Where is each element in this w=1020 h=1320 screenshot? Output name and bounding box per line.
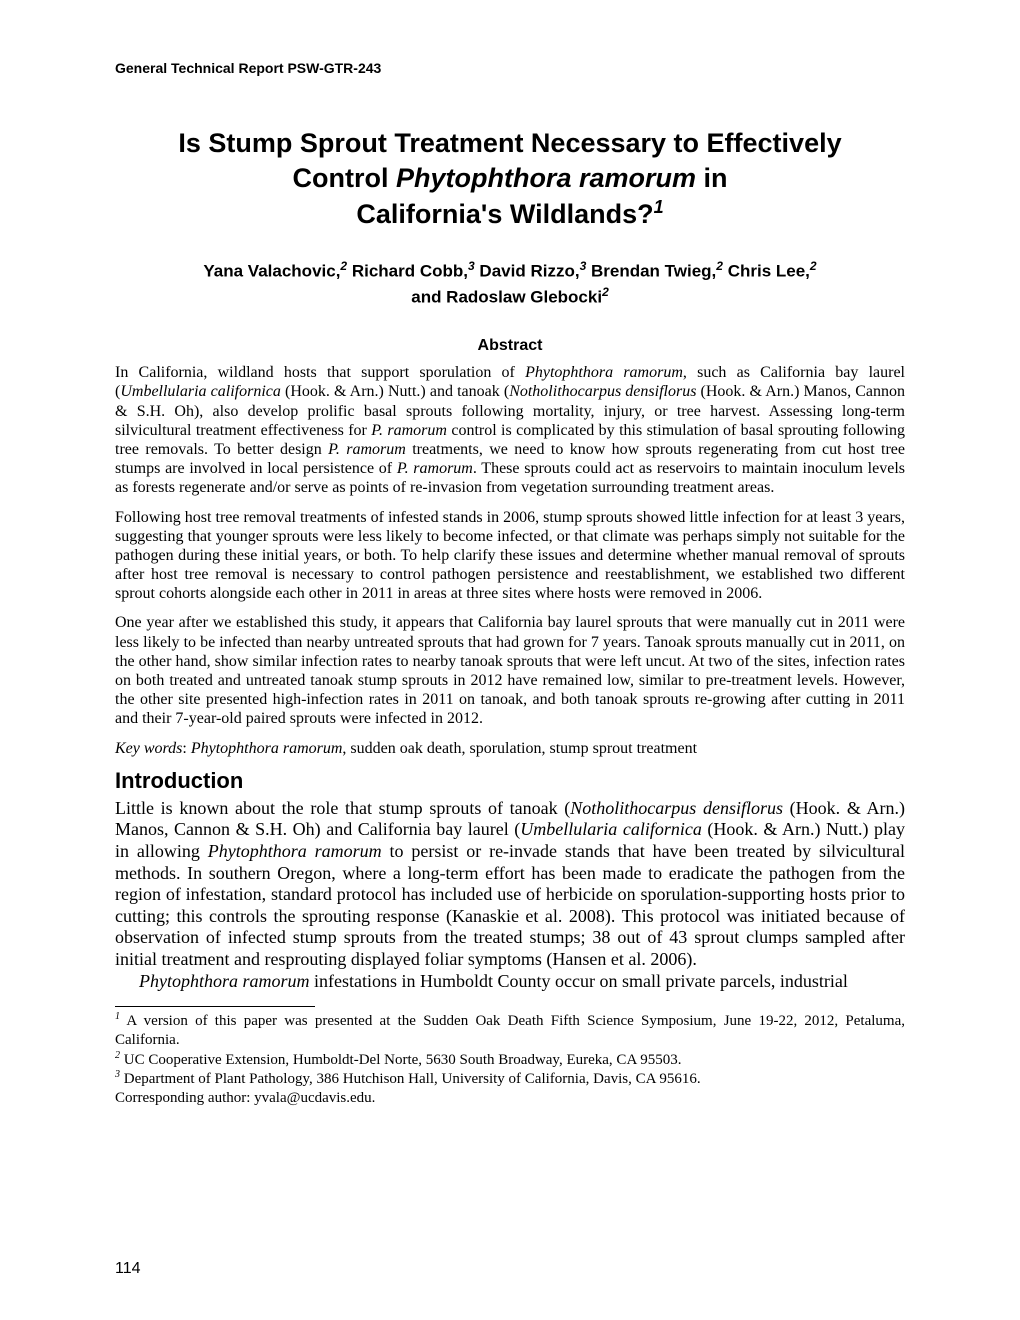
author-1: Yana Valachovic, bbox=[203, 262, 340, 281]
intro-p2: Phytophthora ramorum infestations in Hum… bbox=[115, 971, 905, 993]
introduction-heading: Introduction bbox=[115, 768, 905, 794]
footnotes: 1 A version of this paper was presented … bbox=[115, 1011, 905, 1108]
author-3: David Rizzo, bbox=[475, 262, 580, 281]
author-2: Richard Cobb, bbox=[347, 262, 468, 281]
paper-title: Is Stump Sprout Treatment Necessary to E… bbox=[115, 126, 905, 232]
author-6-sup: 2 bbox=[602, 285, 609, 299]
title-line1: Is Stump Sprout Treatment Necessary to E… bbox=[178, 128, 841, 158]
title-line2-pre: Control bbox=[292, 163, 395, 193]
author-4: Brendan Twieg, bbox=[586, 262, 716, 281]
introduction-body: Little is known about the role that stum… bbox=[115, 798, 905, 992]
title-line2-post: in bbox=[696, 163, 728, 193]
abstract-p2: Following host tree removal treatments o… bbox=[115, 508, 905, 604]
title-line3: California's Wildlands? bbox=[356, 199, 653, 229]
title-footnote-ref: 1 bbox=[654, 197, 664, 217]
report-header: General Technical Report PSW-GTR-243 bbox=[115, 60, 905, 76]
page-number: 114 bbox=[115, 1260, 141, 1278]
author-5-sup: 2 bbox=[810, 259, 817, 273]
author-4-sup: 2 bbox=[716, 259, 723, 273]
abstract-body: In California, wildland hosts that suppo… bbox=[115, 363, 905, 758]
abstract-p1: In California, wildland hosts that suppo… bbox=[115, 363, 905, 497]
footnote-separator bbox=[115, 1006, 315, 1007]
intro-p1: Little is known about the role that stum… bbox=[115, 798, 905, 971]
author-6: and Radoslaw Glebocki bbox=[411, 287, 602, 306]
keywords: Key words: Phytophthora ramorum, sudden … bbox=[115, 739, 905, 758]
authors: Yana Valachovic, 2 Richard Cobb,3 David R… bbox=[115, 258, 905, 309]
corresponding-author: Corresponding author: yvala@ucdavis.edu. bbox=[115, 1089, 905, 1108]
author-5: Chris Lee, bbox=[723, 262, 810, 281]
abstract-p3: One year after we established this study… bbox=[115, 613, 905, 728]
abstract-heading: Abstract bbox=[115, 337, 905, 355]
footnote-2: 2 UC Cooperative Extension, Humboldt-Del… bbox=[115, 1050, 905, 1070]
footnote-1: 1 A version of this paper was presented … bbox=[115, 1011, 905, 1050]
footnote-3: 3 Department of Plant Pathology, 386 Hut… bbox=[115, 1069, 905, 1089]
title-line2-italic: Phytophthora ramorum bbox=[396, 163, 696, 193]
author-2-sup: 3 bbox=[468, 259, 475, 273]
